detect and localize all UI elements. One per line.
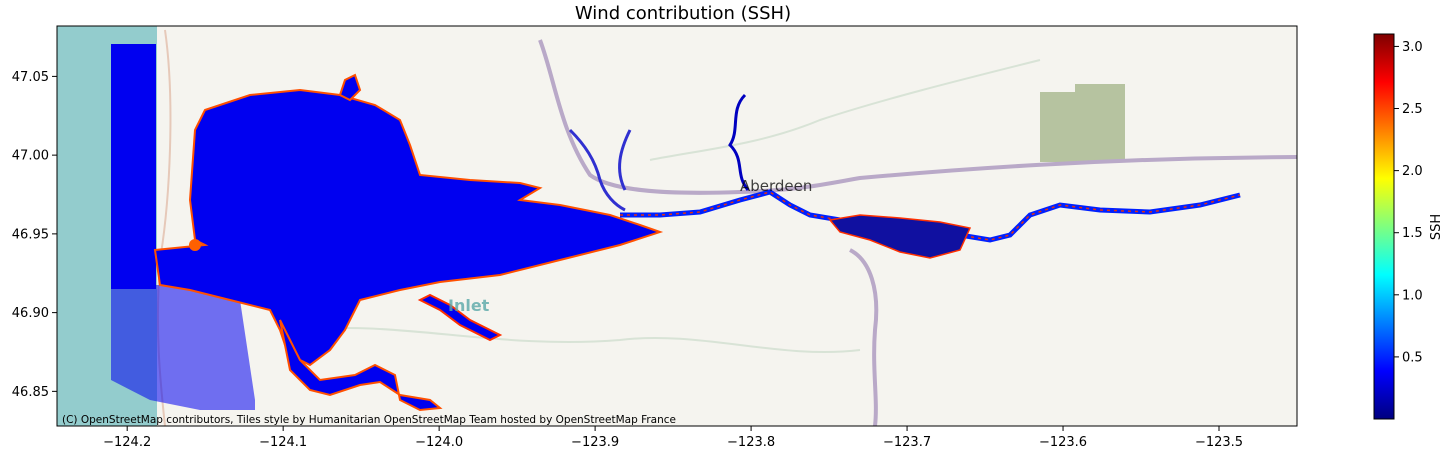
x-axis: −124.2 −124.1 −124.0 −123.9 −123.8 −123.7 −123… (103, 426, 1243, 450)
bay-southeast-arm (417, 293, 503, 342)
city-label-aberdeen: Aberdeen (740, 177, 812, 195)
y-tick-label: 46.90 (12, 306, 49, 321)
colorbar-label: SSH (1429, 214, 1444, 240)
colorbar: 0.5 1.0 1.5 2.0 2.5 3.0 SSH (1373, 33, 1444, 420)
bay-ssh-field (153, 88, 664, 367)
colorbar-tick-label: 2.0 (1402, 164, 1423, 179)
ocean-ssh-south (111, 285, 255, 410)
inlet-label: Inlet (448, 296, 490, 315)
hoquiam-river-east (618, 129, 632, 191)
colorbar-tick-label: 2.5 (1402, 102, 1423, 117)
ocean-ssh-field (111, 44, 156, 289)
y-tick-label: 46.85 (12, 385, 49, 400)
x-tick-label: −123.7 (883, 435, 931, 450)
colorbar-tick-label: 3.0 (1402, 40, 1423, 55)
colorbar-tick-label: 0.5 (1402, 350, 1423, 365)
bay-south-lobe (279, 319, 443, 412)
highway-road-south (848, 248, 879, 426)
park-area-top (1075, 84, 1125, 92)
minor-road (649, 59, 1041, 161)
y-tick-label: 46.95 (12, 227, 49, 242)
bay-island (189, 239, 201, 251)
y-tick-label: 47.05 (12, 70, 49, 85)
x-tick-label: −124.2 (103, 435, 151, 450)
x-tick-label: −123.5 (1195, 435, 1243, 450)
x-tick-label: −123.9 (571, 435, 619, 450)
bay-north-inlet (338, 73, 362, 102)
x-tick-label: −124.0 (415, 435, 463, 450)
colorbar-tick-label: 1.5 (1402, 226, 1423, 241)
plot-title: Wind contribution (SSH) (575, 3, 791, 24)
colorbar-ticks: 0.5 1.0 1.5 2.0 2.5 3.0 (1394, 40, 1423, 365)
colorbar-gradient (1373, 33, 1395, 420)
colorbar-tick-label: 1.0 (1402, 288, 1423, 303)
wetland-complex (828, 214, 972, 259)
map-frame (56, 25, 1298, 427)
hoquiam-river-west (568, 128, 626, 212)
x-tick-label: −123.6 (1039, 435, 1087, 450)
wishkah-river (728, 93, 750, 191)
map-attribution: (C) OpenStreetMap contributors, Tiles st… (62, 414, 676, 426)
minor-road-2 (299, 326, 861, 354)
highway-road (538, 39, 1297, 195)
park-area (1040, 92, 1125, 162)
y-tick-label: 47.00 (12, 149, 49, 164)
map-axes: Aberdeen Inlet (C) OpenStreetMap contrib… (57, 26, 1297, 426)
y-axis: 47.05 47.00 46.95 46.90 46.85 (12, 70, 57, 400)
x-tick-label: −124.1 (259, 435, 307, 450)
x-tick-label: −123.8 (727, 435, 775, 450)
